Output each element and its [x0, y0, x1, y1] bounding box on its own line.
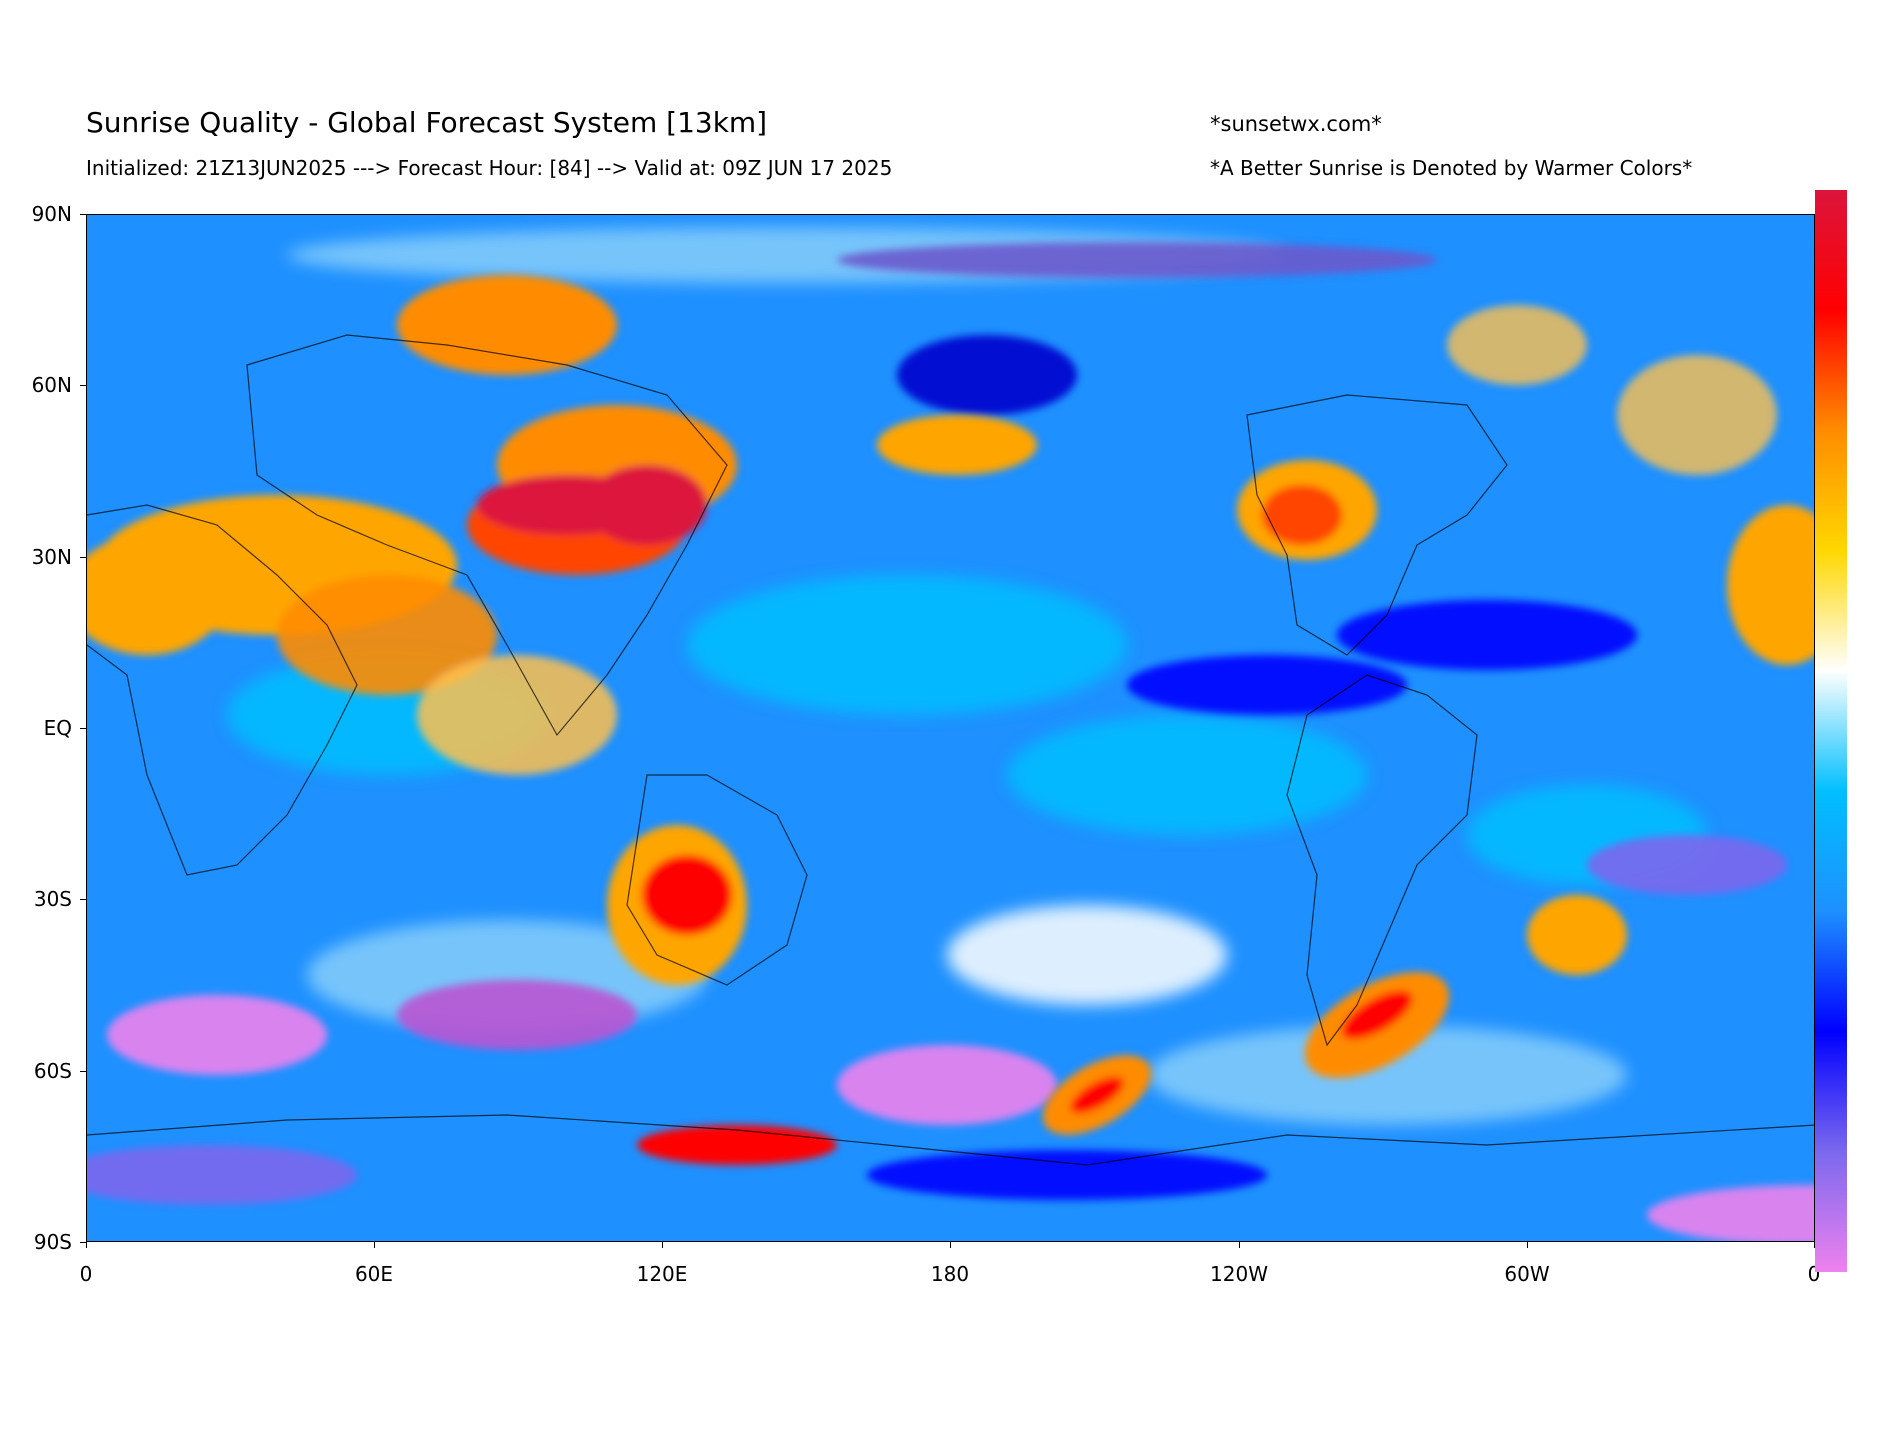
x-tick-60E: 60E: [354, 1262, 394, 1286]
y-tick-mark: [80, 557, 86, 558]
x-tick-60W: 60W: [1504, 1262, 1550, 1286]
x-tick-mark: [1814, 1242, 1815, 1248]
map-field: [87, 215, 1814, 1241]
x-tick-mark: [950, 1242, 951, 1248]
coastlines: [87, 334, 1814, 1166]
y-tick-90S: 90S: [33, 1230, 72, 1254]
y-tick-EQ: EQ: [43, 716, 72, 740]
x-tick-0: 0: [79, 1262, 93, 1286]
y-tick-30S: 30S: [33, 887, 72, 911]
x-tick-mark: [86, 1242, 87, 1248]
x-tick-mark: [662, 1242, 663, 1248]
y-tick-mark: [80, 1071, 86, 1072]
x-tick-180: 180: [930, 1262, 970, 1286]
site-credit: *sunsetwx.com*: [1210, 112, 1382, 136]
forecast-map: [86, 214, 1815, 1242]
low-quality-bands: [87, 242, 1814, 1241]
y-tick-60N: 60N: [31, 373, 72, 397]
y-tick-60S: 60S: [33, 1059, 72, 1083]
colorbar: [1815, 190, 1847, 1272]
x-tick-120W: 120W: [1210, 1262, 1268, 1286]
y-tick-mark: [80, 1242, 86, 1243]
high-quality-regions: [87, 275, 1814, 1165]
x-tick-mark: [374, 1242, 375, 1248]
chart-title: Sunrise Quality - Global Forecast System…: [86, 106, 768, 139]
color-note: *A Better Sunrise is Denoted by Warmer C…: [1210, 156, 1693, 180]
y-tick-30N: 30N: [31, 545, 72, 569]
y-tick-mark: [80, 214, 86, 215]
x-tick-120E: 120E: [636, 1262, 688, 1286]
y-tick-mark: [80, 728, 86, 729]
y-tick-mark: [80, 385, 86, 386]
y-tick-90N: 90N: [31, 202, 72, 226]
x-tick-mark: [1527, 1242, 1528, 1248]
y-tick-mark: [80, 899, 86, 900]
run-info: Initialized: 21Z13JUN2025 ---> Forecast …: [86, 156, 893, 180]
x-tick-mark: [1239, 1242, 1240, 1248]
